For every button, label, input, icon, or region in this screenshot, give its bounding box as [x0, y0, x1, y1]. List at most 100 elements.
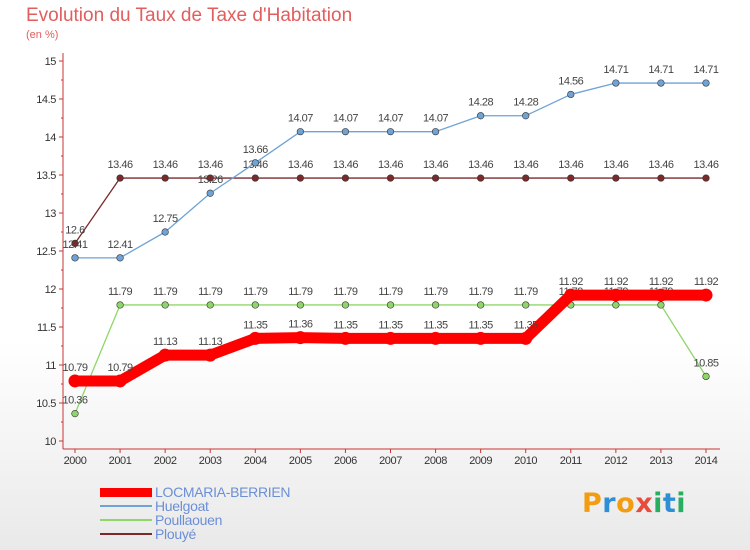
- point-locmaria-berrien: [654, 288, 668, 302]
- point-plouye: [567, 174, 575, 182]
- logo-letter: t: [662, 488, 677, 519]
- point-poullaouen: [386, 301, 395, 309]
- point-poullaouen: [657, 301, 665, 309]
- data-label-plouye: 13.46: [693, 159, 718, 171]
- logo-letter: x: [635, 488, 654, 519]
- logo-letter: P: [582, 488, 603, 519]
- point-huelgoat: [206, 189, 214, 197]
- data-label-poullaouen: 10.85: [693, 357, 718, 369]
- point-huelgoat: [612, 79, 620, 87]
- chart-title: Evolution du Taux de Taxe d'Habitation: [26, 5, 353, 26]
- point-locmaria-berrien: [248, 331, 262, 345]
- point-poullaouen: [341, 301, 350, 309]
- point-poullaouen: [477, 301, 485, 309]
- x-tick-label: 2009: [469, 455, 492, 467]
- x-tick-label: 2003: [199, 455, 222, 467]
- y-tick-label: 13: [45, 208, 57, 220]
- data-label-poullaouen: 11.79: [153, 286, 178, 298]
- data-label-locmaria-berrien: 11.35: [423, 319, 448, 331]
- data-label-huelgoat: 12.41: [62, 239, 87, 251]
- x-tick-label: 2010: [514, 455, 537, 467]
- point-huelgoat: [386, 128, 395, 136]
- point-plouye: [477, 174, 485, 182]
- data-label-poullaouen: 11.79: [469, 286, 494, 298]
- point-huelgoat: [251, 159, 259, 167]
- point-locmaria-berrien: [384, 331, 397, 345]
- y-tick-label: 11.5: [37, 322, 56, 334]
- point-plouye: [341, 174, 350, 182]
- point-locmaria-berrien: [113, 374, 127, 388]
- point-locmaria-berrien: [699, 288, 713, 302]
- point-huelgoat: [567, 90, 575, 99]
- data-label-plouye: 13.46: [558, 159, 583, 171]
- x-tick-label: 2000: [64, 455, 87, 467]
- data-label-poullaouen: 11.79: [378, 286, 403, 298]
- point-huelgoat: [431, 128, 440, 136]
- unit-label: (en %): [26, 29, 59, 41]
- data-label-plouye: 13.46: [288, 159, 313, 171]
- data-label-huelgoat: 12.75: [153, 213, 178, 225]
- data-label-huelgoat: 14.28: [513, 97, 538, 109]
- point-poullaouen: [522, 301, 530, 309]
- point-huelgoat: [522, 112, 530, 120]
- legend-swatch-locmaria-berrien: [100, 488, 152, 497]
- data-label-huelgoat: 14.28: [468, 97, 493, 109]
- point-plouye: [612, 174, 620, 182]
- data-label-huelgoat: 14.07: [288, 113, 313, 125]
- data-label-poullaouen: 11.79: [243, 286, 268, 298]
- data-label-locmaria-berrien: 11.35: [333, 319, 358, 331]
- point-poullaouen: [206, 301, 214, 309]
- point-locmaria-berrien: [203, 348, 217, 362]
- data-label-poullaouen: 11.79: [288, 286, 313, 298]
- point-locmaria-berrien: [293, 331, 307, 345]
- point-plouye: [522, 174, 530, 182]
- y-tick-label: 10: [45, 436, 57, 448]
- data-label-plouye: 13.46: [603, 159, 628, 171]
- point-plouye: [116, 174, 124, 182]
- data-label-locmaria-berrien: 10.79: [62, 362, 87, 374]
- point-locmaria-berrien: [429, 331, 443, 345]
- data-label-huelgoat: 14.71: [693, 64, 718, 76]
- point-locmaria-berrien: [519, 331, 533, 345]
- y-tick-label: 13.5: [36, 170, 56, 182]
- point-poullaouen: [431, 301, 440, 309]
- legend-swatch-plouye: [100, 533, 152, 535]
- data-label-huelgoat: 13.26: [198, 174, 223, 186]
- point-plouye: [251, 174, 259, 182]
- data-label-plouye: 13.46: [468, 159, 493, 171]
- data-label-locmaria-berrien: 11.92: [694, 276, 719, 288]
- data-label-huelgoat: 14.07: [378, 113, 403, 125]
- x-tick-label: 2005: [289, 455, 312, 467]
- data-label-locmaria-berrien: 11.92: [604, 276, 629, 288]
- legend-label-locmaria-berrien: LOCMARIA-BERRIEN: [155, 484, 291, 500]
- logo-letter: i: [653, 488, 663, 519]
- logo-letter: r: [602, 488, 617, 519]
- point-huelgoat: [161, 228, 169, 236]
- data-label-poullaouen: 11.79: [423, 286, 448, 298]
- point-poullaouen: [116, 301, 124, 309]
- point-plouye: [702, 174, 710, 182]
- data-label-huelgoat: 14.71: [603, 64, 628, 76]
- point-plouye: [431, 174, 440, 182]
- point-locmaria-berrien: [474, 331, 488, 345]
- point-huelgoat: [341, 128, 350, 136]
- point-poullaouen: [251, 301, 259, 309]
- data-label-locmaria-berrien: 11.92: [649, 276, 674, 288]
- data-label-locmaria-berrien: 10.79: [108, 362, 133, 374]
- y-tick-label: 14.5: [36, 94, 56, 106]
- data-label-plouye: 13.46: [153, 159, 178, 171]
- legend-label-plouye: Plouyé: [155, 526, 197, 542]
- point-locmaria-berrien: [68, 374, 82, 388]
- point-poullaouen: [612, 301, 620, 309]
- data-label-locmaria-berrien: 11.35: [378, 319, 403, 331]
- x-tick-label: 2008: [424, 455, 447, 467]
- data-label-poullaouen: 11.79: [514, 286, 539, 298]
- point-locmaria-berrien: [564, 288, 578, 302]
- data-label-locmaria-berrien: 11.92: [559, 276, 584, 288]
- y-tick-label: 12.5: [36, 246, 56, 258]
- point-poullaouen: [71, 410, 79, 418]
- data-label-plouye: 13.46: [378, 159, 403, 171]
- y-tick-label: 10.5: [36, 398, 56, 410]
